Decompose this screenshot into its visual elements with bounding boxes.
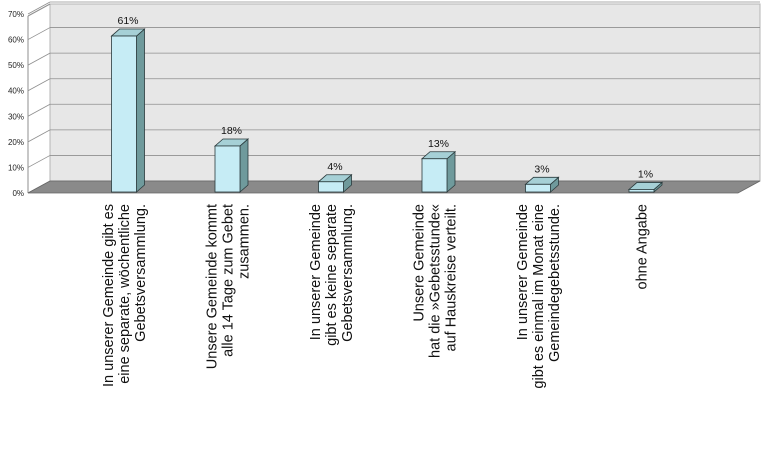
gridline-depth <box>27 1 51 15</box>
bar <box>420 150 457 193</box>
bar-front <box>628 189 655 193</box>
category-label: In unserer Gemeindegibt es einmal im Mon… <box>515 204 563 389</box>
gridline-depth <box>27 78 51 92</box>
y-tick-label: 60% <box>8 36 24 45</box>
bar <box>213 138 250 193</box>
data-label: 3% <box>534 163 549 175</box>
data-label: 61% <box>117 15 138 27</box>
data-label: 13% <box>428 138 449 150</box>
gridline-depth <box>27 52 51 66</box>
y-tick-label: 10% <box>8 163 24 172</box>
bar-front <box>525 183 551 193</box>
y-tick-label: 30% <box>8 112 24 121</box>
y-tick-label: 40% <box>8 87 24 96</box>
y-tick-label: 20% <box>8 138 24 147</box>
bar <box>317 173 353 193</box>
category-labels: In unserer Gemeinde gibt eseine separate… <box>101 204 651 389</box>
data-label: 18% <box>221 125 242 137</box>
category-label: In unserer Gemeinde gibt eseine separate… <box>101 204 149 387</box>
bars <box>110 28 664 193</box>
data-label: 1% <box>638 168 653 180</box>
y-axis-ticks: 0% 10% 20% 30% 40% 50% 60% 70% <box>8 10 24 198</box>
bar-front <box>111 35 137 193</box>
bar-front <box>214 145 241 193</box>
data-labels: 61% 18% 4% 13% 3% 1% <box>117 15 653 180</box>
chart-floor <box>27 180 761 194</box>
gridline-depth <box>27 129 51 143</box>
category-label: ohne Angabe <box>635 204 651 289</box>
bar <box>627 181 664 193</box>
category-label: Unsere Gemeinde kommtalle 14 Tage zum Ge… <box>205 204 253 369</box>
gridline-depth <box>27 103 51 117</box>
bar <box>524 176 560 193</box>
data-label: 4% <box>327 161 342 173</box>
chart-depth-edge <box>27 3 51 17</box>
category-label: Unsere Gemeindehat die »Gebetsstunde«auf… <box>412 204 460 358</box>
bar-side <box>239 138 249 193</box>
gridlines <box>27 1 760 194</box>
chart-back-wall <box>49 3 761 182</box>
bar-front <box>421 158 448 193</box>
bar <box>110 28 146 193</box>
bar-side <box>136 28 145 193</box>
y-tick-label: 0% <box>12 189 24 198</box>
gridline-depth <box>27 155 51 168</box>
gridline-depth <box>27 27 51 40</box>
y-tick-label: 50% <box>8 61 24 70</box>
bar-front <box>318 181 344 193</box>
category-label: In unserer Gemeindegibt es keine separat… <box>308 204 356 346</box>
y-tick-label: 70% <box>8 10 24 19</box>
